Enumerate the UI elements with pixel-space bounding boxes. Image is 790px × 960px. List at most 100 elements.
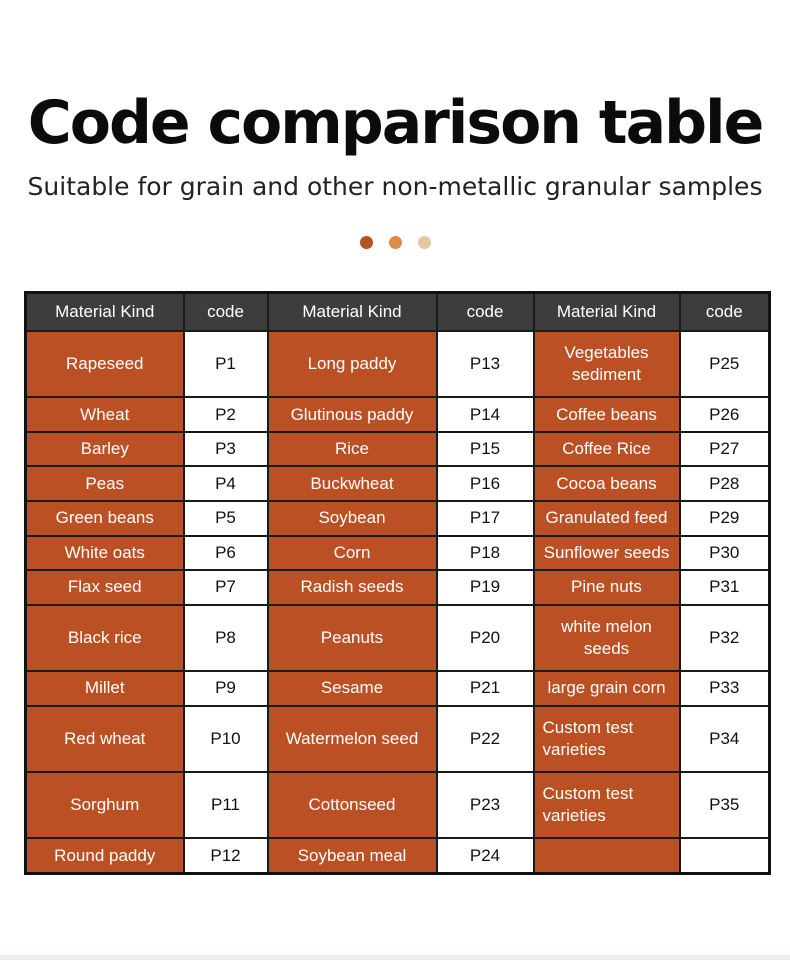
material-kind-cell: Granulated feed	[532, 500, 681, 537]
table-row: Sorghum P11 Cottonseed P23 Custom test varie…	[24, 770, 771, 840]
code-cell: P18	[435, 534, 535, 572]
code-cell: P19	[435, 569, 535, 606]
material-kind-cell: Vegetables sediment	[532, 329, 681, 399]
code-cell: P20	[435, 603, 535, 673]
code-cell: P31	[678, 569, 771, 606]
code-comparison-table: Material Kind code Material Kind code Materi…	[24, 291, 771, 875]
code-cell: P13	[435, 329, 535, 399]
code-cell: P8	[182, 603, 269, 673]
code-cell: P28	[678, 465, 771, 503]
table-row: Round paddy P12 Soybean meal P24	[24, 837, 771, 875]
header-code: code	[182, 291, 269, 332]
material-kind-cell: Soybean meal	[266, 837, 438, 875]
code-cell: P26	[678, 396, 771, 433]
material-kind-cell: Flax seed	[24, 569, 185, 606]
code-cell: P21	[435, 670, 535, 707]
code-cell: P4	[182, 465, 269, 503]
page-dot-1[interactable]	[359, 236, 373, 249]
material-kind-cell: Cottonseed	[266, 770, 438, 840]
material-kind-cell: Millet	[24, 670, 185, 707]
material-kind-cell: Buckwheat	[266, 465, 438, 503]
header-material-kind: Material Kind	[266, 291, 438, 332]
table-row: Peas P4 Buckwheat P16 Cocoa beans P28	[24, 465, 771, 503]
code-cell: P1	[182, 329, 269, 399]
code-cell: P35	[678, 770, 771, 840]
material-kind-cell	[532, 837, 681, 875]
pagination-dots	[0, 236, 790, 249]
material-kind-cell: Round paddy	[24, 837, 185, 875]
page-title: Code comparison table	[27, 88, 765, 158]
material-kind-cell: Green beans	[24, 500, 185, 537]
code-cell: P25	[678, 329, 771, 399]
code-cell	[678, 837, 771, 875]
code-cell: P5	[182, 500, 269, 537]
code-cell: P33	[678, 670, 771, 707]
code-cell: P22	[435, 704, 535, 773]
table-row: Millet P9 Sesame P21 large grain corn P33	[24, 670, 771, 707]
material-kind-cell: White oats	[24, 534, 185, 572]
code-cell: P29	[678, 500, 771, 537]
page-subtitle: Suitable for grain and other non-metalli…	[27, 172, 763, 201]
code-cell: P2	[182, 396, 269, 433]
code-cell: P3	[182, 430, 269, 468]
header-code: code	[435, 291, 535, 332]
material-kind-cell: Wheat	[24, 396, 185, 433]
code-cell: P12	[182, 837, 269, 875]
table-row: White oats P6 Corn P18 Sunflower seeds P30	[24, 534, 771, 572]
material-kind-cell: Soybean	[266, 500, 438, 537]
header-code: code	[678, 291, 771, 332]
material-kind-cell: Custom test varieties	[532, 704, 681, 773]
table-row: Black rice P8 Peanuts P20 white melon seeds P…	[24, 603, 771, 673]
material-kind-cell: Peas	[24, 465, 185, 503]
material-kind-cell: Peanuts	[266, 603, 438, 673]
material-kind-cell: Coffee beans	[532, 396, 681, 433]
code-cell: P14	[435, 396, 535, 433]
material-kind-cell: white melon seeds	[532, 603, 681, 673]
material-kind-cell: Corn	[266, 534, 438, 572]
material-kind-cell: Rapeseed	[24, 329, 185, 399]
header-material-kind: Material Kind	[24, 291, 185, 332]
material-kind-cell: Rice	[266, 430, 438, 468]
code-cell: P27	[678, 430, 771, 468]
material-kind-cell: Watermelon seed	[266, 704, 438, 773]
material-kind-cell: Sesame	[266, 670, 438, 707]
material-kind-cell: Cocoa beans	[532, 465, 681, 503]
page-dot-2[interactable]	[388, 236, 402, 249]
material-kind-cell: Glutinous paddy	[266, 396, 438, 433]
code-cell: P6	[182, 534, 269, 572]
code-cell: P24	[435, 837, 535, 875]
material-kind-cell: Pine nuts	[532, 569, 681, 606]
material-kind-cell: Black rice	[24, 603, 185, 673]
code-cell: P17	[435, 500, 535, 537]
table-row: Wheat P2 Glutinous paddy P14 Coffee beans P26	[24, 396, 771, 433]
material-kind-cell: Custom test varieties	[532, 770, 681, 840]
material-kind-cell: Coffee Rice	[532, 430, 681, 468]
code-cell: P11	[182, 770, 269, 840]
bottom-divider	[0, 955, 790, 960]
code-cell: P9	[182, 670, 269, 707]
table-row: Flax seed P7 Radish seeds P19 Pine nuts P31	[24, 569, 771, 606]
table-row: Barley P3 Rice P15 Coffee Rice P27	[24, 430, 771, 468]
material-kind-cell: Red wheat	[24, 704, 185, 773]
code-cell: P7	[182, 569, 269, 606]
material-kind-cell: Radish seeds	[266, 569, 438, 606]
material-kind-cell: Sorghum	[24, 770, 185, 840]
code-cell: P34	[678, 704, 771, 773]
table-row: Rapeseed P1 Long paddy P13 Vegetables sedime…	[24, 329, 771, 399]
header-material-kind: Material Kind	[532, 291, 681, 332]
code-cell: P30	[678, 534, 771, 572]
table-body: Rapeseed P1 Long paddy P13 Vegetables sedime…	[24, 329, 771, 875]
material-kind-cell: Sunflower seeds	[532, 534, 681, 572]
code-cell: P32	[678, 603, 771, 673]
page-dot-3[interactable]	[417, 236, 431, 249]
code-cell: P15	[435, 430, 535, 468]
code-cell: P16	[435, 465, 535, 503]
table-row: Red wheat P10 Watermelon seed P22 Custom tes…	[24, 704, 771, 773]
table-row: Green beans P5 Soybean P17 Granulated feed P2…	[24, 500, 771, 537]
material-kind-cell: Long paddy	[266, 329, 438, 399]
material-kind-cell: large grain corn	[532, 670, 681, 707]
table-header-row: Material Kind code Material Kind code Materi…	[24, 291, 771, 332]
material-kind-cell: Barley	[24, 430, 185, 468]
code-cell: P23	[435, 770, 535, 840]
code-cell: P10	[182, 704, 269, 773]
